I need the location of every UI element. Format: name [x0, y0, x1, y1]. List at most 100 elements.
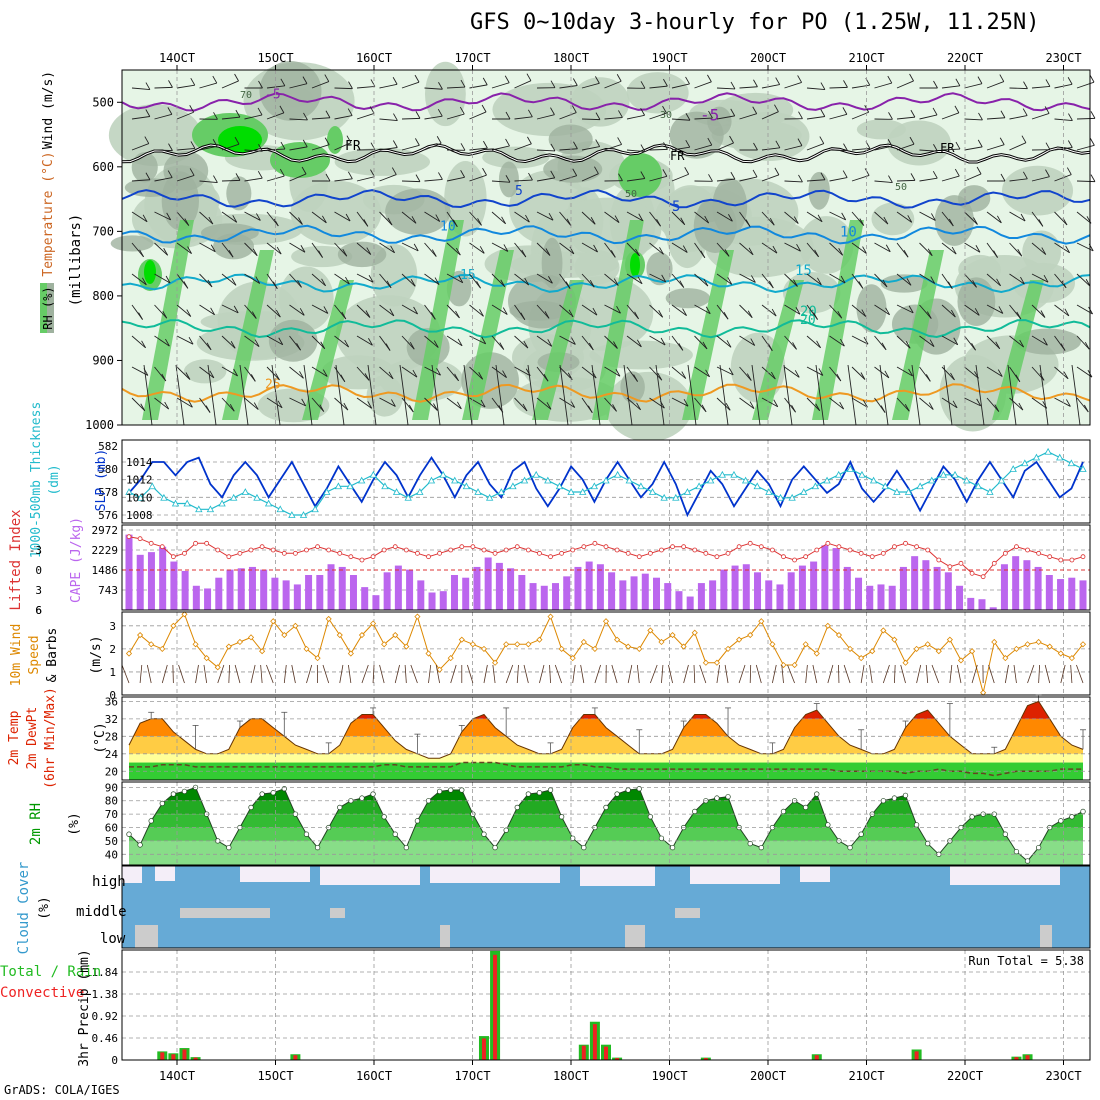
- wind-barb: [896, 335, 911, 349]
- wind10-marker: [858, 655, 865, 662]
- rh2m-marker: [448, 787, 454, 793]
- wind-barb-flag: [527, 136, 532, 145]
- li-marker: [548, 554, 553, 560]
- wind-barb: [649, 85, 668, 89]
- thickness-marker: [695, 482, 703, 490]
- rh2m-marker: [925, 840, 931, 847]
- wind-barb: [716, 211, 733, 222]
- wind-barb: [604, 211, 620, 223]
- wind-barb: [626, 242, 640, 257]
- wind-barb: [356, 304, 371, 318]
- wind-barb: [131, 335, 146, 349]
- rh2m-marker: [270, 790, 276, 796]
- wind10-barb: [812, 664, 818, 684]
- li-tick-label: -3: [29, 544, 42, 557]
- wind-barb: [919, 114, 938, 120]
- wind-legend-label: Wind (m/s): [41, 71, 56, 149]
- wind-barb: [311, 81, 329, 89]
- wind-barb-flag: [460, 79, 466, 88]
- wind-barb: [131, 143, 149, 151]
- wind10-marker: [713, 659, 720, 666]
- y-tick-label: 0.46: [92, 1032, 119, 1045]
- wind-barb: [469, 304, 484, 317]
- rh-high-area: [218, 126, 262, 154]
- wind-barb: [244, 397, 259, 410]
- wind-barb: [266, 242, 282, 255]
- wind-barb: [266, 335, 283, 346]
- wind-barb: [896, 397, 910, 412]
- wind-barb: [649, 175, 668, 182]
- wind-barb: [896, 116, 915, 120]
- li-marker: [1047, 554, 1053, 560]
- wind10-marker: [691, 629, 698, 636]
- rh2m-marker: [403, 844, 409, 851]
- wind-barb-flag: [793, 216, 799, 224]
- wind-barb-flag: [843, 80, 848, 88]
- y-tick-label: 80: [105, 795, 118, 808]
- wind-barb: [671, 83, 690, 89]
- wind-barb-flag: [862, 246, 867, 254]
- wind-barb: [716, 87, 735, 90]
- wind-barb-flag: [566, 218, 572, 227]
- wind-barb-flag: [1000, 173, 1006, 182]
- thickness-marker: [683, 488, 692, 495]
- wind10-marker: [325, 615, 332, 622]
- wind10-marker: [181, 611, 188, 618]
- wind-barb: [806, 211, 823, 223]
- cape-bar: [192, 585, 200, 610]
- wind-barb: [581, 211, 596, 225]
- thickness-marker: [532, 470, 540, 478]
- wind-barb: [289, 173, 307, 182]
- wind-barb: [379, 147, 398, 151]
- x-tick-label-top: 14OCT: [159, 51, 195, 65]
- thickness-marker: [1056, 453, 1064, 461]
- wind-barb: [1054, 366, 1069, 380]
- wind-barb-flag: [302, 76, 308, 84]
- wind-barb-flag: [212, 139, 218, 147]
- wind10-barb: [554, 664, 563, 684]
- surface-barb: [271, 364, 281, 426]
- rh2m-marker: [547, 787, 554, 793]
- wind-barb-flag: [163, 248, 169, 256]
- rh2m-marker: [503, 827, 509, 833]
- wind-barb-flag: [747, 310, 753, 318]
- wind-barb-flag: [700, 250, 706, 258]
- li-marker: [869, 554, 875, 560]
- wind-barb-flag: [184, 218, 190, 226]
- wind-barb: [919, 149, 938, 152]
- wind-barb-flag: [410, 279, 416, 287]
- wind-barb-flag: [1000, 110, 1006, 118]
- li-marker: [370, 554, 376, 560]
- cape-bar: [316, 575, 324, 610]
- wind-barb-flag: [275, 372, 280, 381]
- wind10-marker: [1046, 643, 1053, 650]
- wind10-barb: [217, 664, 225, 684]
- wind-barb-flag: [235, 109, 241, 118]
- wind10-barb: [260, 664, 263, 684]
- wind10-barb: [860, 664, 865, 684]
- li-marker: [426, 554, 431, 560]
- wind-barb-flag: [797, 138, 803, 146]
- wind-barb-flag: [660, 337, 666, 346]
- wind10-barb: [594, 664, 601, 684]
- wind10-barb: [234, 664, 241, 684]
- wind-barb-flag: [232, 215, 238, 223]
- rh-shade-grey: [856, 284, 887, 333]
- wind-barb: [1009, 142, 1027, 151]
- wind-barb: [851, 335, 869, 345]
- wind-barb-flag: [1045, 169, 1050, 177]
- wind-barb: [379, 273, 392, 289]
- precip-conv-bar: [703, 1058, 708, 1060]
- wind-barb-flag: [1083, 404, 1089, 413]
- wind-barb-flag: [571, 337, 576, 345]
- surface-barb: [687, 364, 697, 426]
- wind-barb: [784, 366, 800, 378]
- temperature-legend-label: Temperature (°C): [41, 151, 56, 276]
- wind-barb-flag: [1063, 371, 1069, 380]
- wind-barb-flag: [796, 243, 801, 252]
- wind-barb-flag: [817, 214, 823, 223]
- precip-conv-bar: [615, 1058, 620, 1060]
- wind-barb-flag: [750, 338, 756, 346]
- thickness-marker: [939, 470, 948, 478]
- isotherm-label: 10: [440, 220, 456, 235]
